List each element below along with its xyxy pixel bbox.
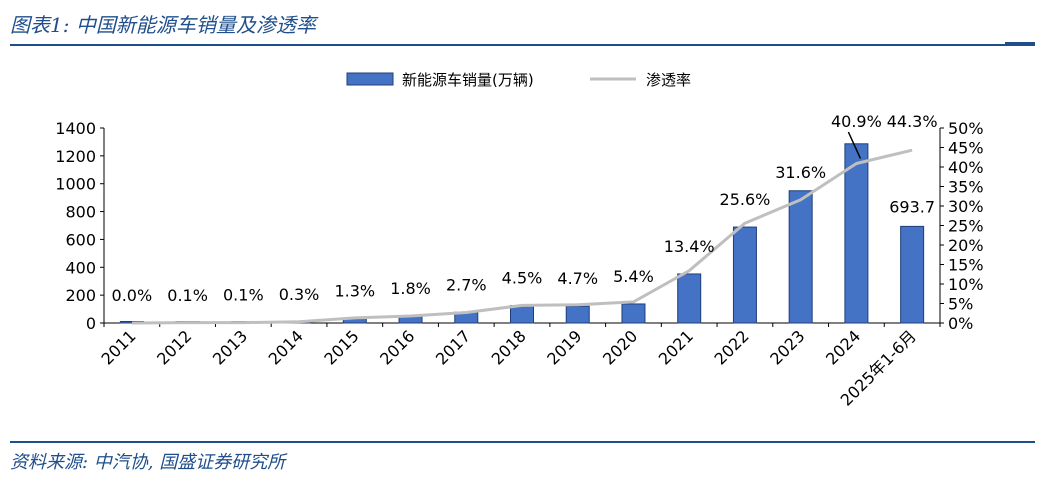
x-axis-category-label: 2024 [822,326,864,368]
right-axis-tick-label: 35% [948,178,984,197]
sales-bar [900,225,925,324]
right-axis-tick-label: 5% [948,295,973,314]
legend: 新能源车销量(万辆) 渗透率 [346,71,691,89]
left-axis-tick-label: 1000 [55,175,96,194]
x-axis-category-label: 2018 [488,326,530,368]
x-axis-category-label: 2021 [655,326,697,368]
label-leader-line [847,131,862,159]
right-axis-tick-label: 20% [948,236,984,255]
left-axis-tick-label: 1200 [55,147,96,166]
left-axis-tick-label: 800 [65,203,96,222]
sales-bar [621,303,646,324]
axes: 02004006008001000120014000%5%10%15%20%25… [55,119,983,410]
penetration-label: 0.0% [112,286,153,305]
sales-bar [565,305,590,324]
penetration-label: 40.9% [831,112,882,131]
left-axis-tick-label: 400 [65,258,96,277]
right-axis-tick-label: 0% [948,314,973,333]
legend-bar-swatch [346,72,394,86]
top-divider-accent [1005,42,1035,45]
x-axis-category-label: 2023 [766,326,808,368]
penetration-label: 1.8% [390,279,431,298]
penetration-label: 1.3% [334,281,375,300]
bottom-divider [10,441,1035,443]
penetration-label: 44.3% [887,112,938,131]
x-axis-category-label: 2016 [376,326,418,368]
penetration-label: 0.1% [167,286,208,305]
sales-bar [677,273,702,324]
right-axis-tick-label: 45% [948,139,984,158]
penetration-label: 0.1% [223,286,264,305]
x-axis-category-label: 2011 [97,326,139,368]
penetration-label: 4.7% [557,269,598,288]
x-axis-category-label: 2019 [543,326,585,368]
x-axis-category-label: 2013 [209,326,251,368]
bars [119,143,925,324]
left-axis-tick-label: 1400 [55,119,96,138]
figure-title: 图表1: 中国新能源车销量及渗透率 [10,13,316,37]
sales-bar [732,226,757,324]
penetration-line-group [131,148,913,325]
penetration-label: 2.7% [446,275,487,294]
legend-line-label: 渗透率 [646,71,691,89]
penetration-label: 5.4% [613,267,654,286]
sales-bar [510,305,534,324]
x-axis-category-label: 2012 [153,326,195,368]
x-axis-category-label: 2015 [320,326,362,368]
x-axis-category-label: 2022 [711,326,753,368]
right-axis-tick-label: 10% [948,275,984,294]
x-axis-category-label: 2020 [599,326,641,368]
right-axis-tick-label: 40% [948,158,984,177]
left-axis-tick-label: 600 [65,230,96,249]
data-labels: 0.0% 0.1% 0.1% 0.3% 1.3% 1.8% 2.7% 4.5% 4.7% 5.4%… [112,112,938,305]
penetration-label: 0.3% [279,285,320,304]
penetration-label: 13.4% [664,237,715,256]
penetration-label: 31.6% [775,163,826,182]
penetration-label: 4.5% [502,269,543,288]
left-axis-tick-label: 200 [65,286,96,305]
sales-bar [788,190,813,324]
right-axis-tick-label: 30% [948,197,984,216]
source-note: 资料来源: 中汽协, 国盛证券研究所 [10,452,286,473]
x-axis-category-label: 2017 [432,326,474,368]
sales-bar-label: 693.7 [889,197,935,216]
penetration-line [131,148,913,325]
right-axis-tick-label: 50% [948,119,984,138]
top-divider [10,44,1035,46]
sales-bar [844,143,869,324]
x-axis-category-label: 2014 [265,326,307,368]
right-axis-tick-label: 25% [948,217,984,236]
right-axis-tick-label: 15% [948,256,984,275]
penetration-label: 25.6% [720,190,771,209]
left-axis-tick-label: 0 [86,314,96,333]
legend-bar-label: 新能源车销量(万辆) [402,71,534,89]
